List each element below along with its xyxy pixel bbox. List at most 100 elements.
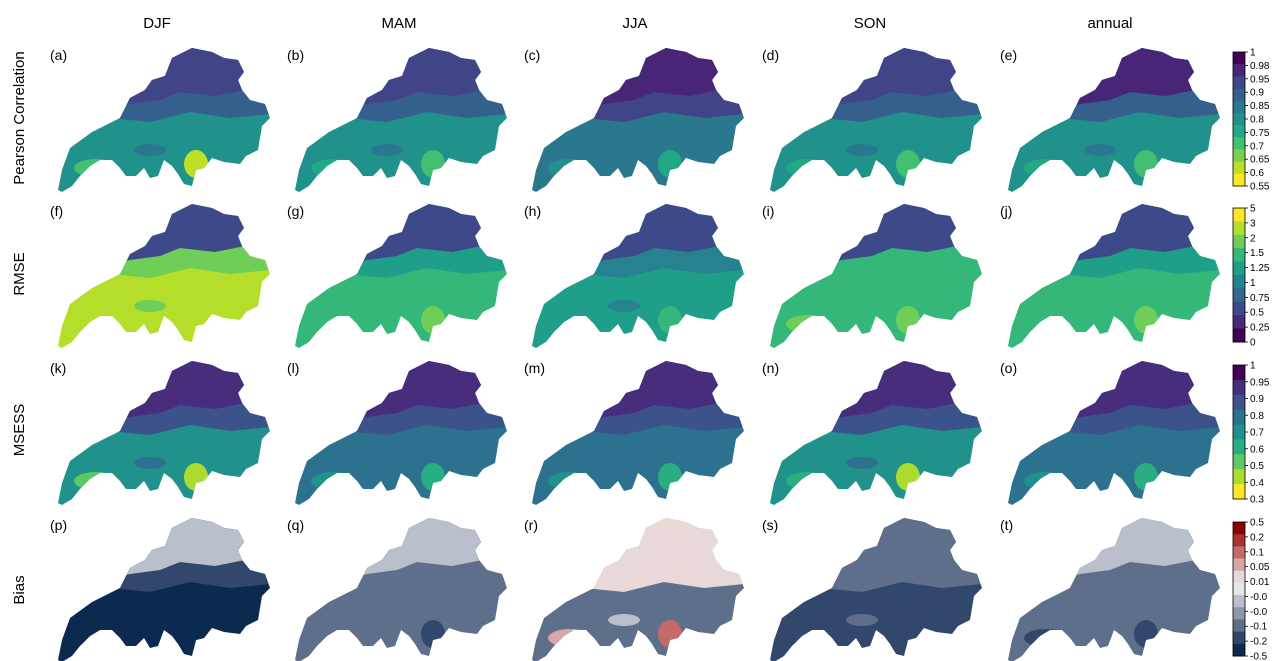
colorbar-swatch: [1233, 125, 1245, 138]
map-region-south: [1008, 204, 1220, 348]
colorbar-tick-label: 0.4: [1250, 478, 1264, 489]
map-region-valley: [134, 144, 166, 156]
row-label: Pearson Correlation: [11, 51, 28, 184]
colorbar-swatch: [1233, 534, 1245, 547]
map-region-hotspot: [548, 159, 592, 177]
colorbar-swatch: [1233, 248, 1245, 263]
colorbar-swatch: [1233, 607, 1245, 620]
panel-label: (b): [287, 47, 304, 63]
colorbar-tick-label: 0.55: [1250, 182, 1270, 193]
map-panel: (i): [762, 203, 982, 348]
map-region-south: [1008, 361, 1220, 505]
switzerland-map: [770, 361, 982, 505]
colorbar-tick-label: 0.3: [1250, 495, 1264, 506]
colorbar-tick-label: -0.0: [1250, 592, 1268, 603]
column-header: annual: [1087, 15, 1132, 32]
map-region-valley: [134, 457, 166, 469]
colorbar-swatch: [1233, 221, 1245, 236]
colorbar-swatch: [1233, 643, 1245, 657]
map-region-hotspot: [184, 306, 208, 334]
colorbar-swatch: [1233, 52, 1245, 65]
map-panel: (l): [287, 360, 507, 505]
colorbar-tick-label: 0.5: [1250, 518, 1264, 529]
panel-label: (e): [1000, 47, 1017, 63]
colorbar-tick-label: 0.75: [1250, 293, 1270, 304]
map-region-hotspot: [786, 159, 830, 177]
column-header: MAM: [382, 15, 417, 32]
map-region-hotspot: [421, 306, 445, 334]
panel-label: (f): [50, 203, 63, 219]
row-label: MSESS: [11, 404, 28, 457]
colorbar-swatch: [1233, 484, 1245, 500]
colorbar-swatch: [1233, 631, 1245, 645]
map-region-valley: [1084, 457, 1116, 469]
colorbar-tick-label: 0.9: [1250, 88, 1264, 99]
colorbar-tick-label: 0.2: [1250, 532, 1264, 543]
map-region-south: [58, 48, 270, 192]
map-region-hotspot: [74, 472, 118, 490]
map-panel: (p): [50, 517, 270, 661]
colorbar-tick-label: 0: [1250, 338, 1256, 349]
colorbar: 5 3 2 1.5 1.25 1 0.75 0.5 0.25 0: [1232, 204, 1270, 349]
row-label: Bias: [11, 575, 28, 604]
switzerland-map: [1008, 361, 1220, 505]
map-region-valley: [371, 300, 403, 312]
switzerland-map: [58, 518, 270, 661]
map-region-valley: [1084, 300, 1116, 312]
panel-label: (o): [1000, 360, 1017, 376]
map-region-valley: [846, 457, 878, 469]
map-region-valley: [1084, 614, 1116, 626]
colorbar-tick-label: -0.2: [1250, 637, 1268, 648]
colorbar-tick-label: 2: [1250, 233, 1256, 244]
map-region-hotspot: [1024, 315, 1068, 333]
colorbar-tick-label: 0.05: [1250, 562, 1270, 573]
colorbar-swatch: [1233, 301, 1245, 316]
panel-label: (p): [50, 517, 67, 533]
colorbar-swatch: [1233, 619, 1245, 633]
colorbar-swatch: [1233, 379, 1245, 396]
map-region-hotspot: [896, 463, 920, 491]
map-panel: (f): [50, 203, 270, 348]
colorbar-tick-label: 0.65: [1250, 155, 1270, 166]
colorbar-swatch: [1233, 76, 1245, 90]
map-region-valley: [1084, 144, 1116, 156]
switzerland-map: [58, 204, 270, 348]
map-region-hotspot: [1134, 150, 1158, 178]
colorbar-tick-label: 1.5: [1250, 248, 1264, 259]
colorbar-swatch: [1233, 149, 1245, 163]
colorbar-swatch: [1233, 173, 1245, 187]
switzerland-map: [1008, 518, 1220, 661]
panel-label: (j): [1000, 203, 1012, 219]
colorbar-swatch: [1233, 522, 1245, 535]
map-panel: (a): [50, 47, 270, 192]
map-panel: (t): [1000, 517, 1220, 661]
map-region-hotspot: [184, 150, 208, 178]
map-region-south: [770, 48, 982, 192]
map-region-valley: [846, 300, 878, 312]
panel-label: (n): [762, 360, 779, 376]
map-region-south: [1008, 48, 1220, 192]
map-region-hotspot: [786, 629, 830, 647]
switzerland-map: [770, 204, 982, 348]
colorbar-tick-label: 3: [1250, 218, 1256, 229]
switzerland-map: [58, 48, 270, 192]
colorbar-swatch: [1233, 288, 1245, 303]
switzerland-map: [532, 48, 744, 192]
colorbar-swatch: [1233, 64, 1245, 77]
colorbar-swatch: [1233, 582, 1245, 596]
map-region-hotspot: [1024, 472, 1068, 490]
panel-label: (r): [524, 517, 538, 533]
map-region-south: [532, 48, 744, 192]
switzerland-map: [1008, 48, 1220, 192]
map-region-valley: [371, 457, 403, 469]
switzerland-map: [770, 48, 982, 192]
panel-label: (l): [287, 360, 299, 376]
column-header: DJF: [143, 15, 171, 32]
map-panel: (d): [762, 47, 982, 192]
colorbar-swatch: [1233, 137, 1245, 150]
colorbar-tick-label: 1.25: [1250, 263, 1270, 274]
map-panel: (q): [287, 517, 507, 661]
panel-label: (k): [50, 360, 66, 376]
colorbar-tick-label: 1: [1250, 48, 1256, 59]
